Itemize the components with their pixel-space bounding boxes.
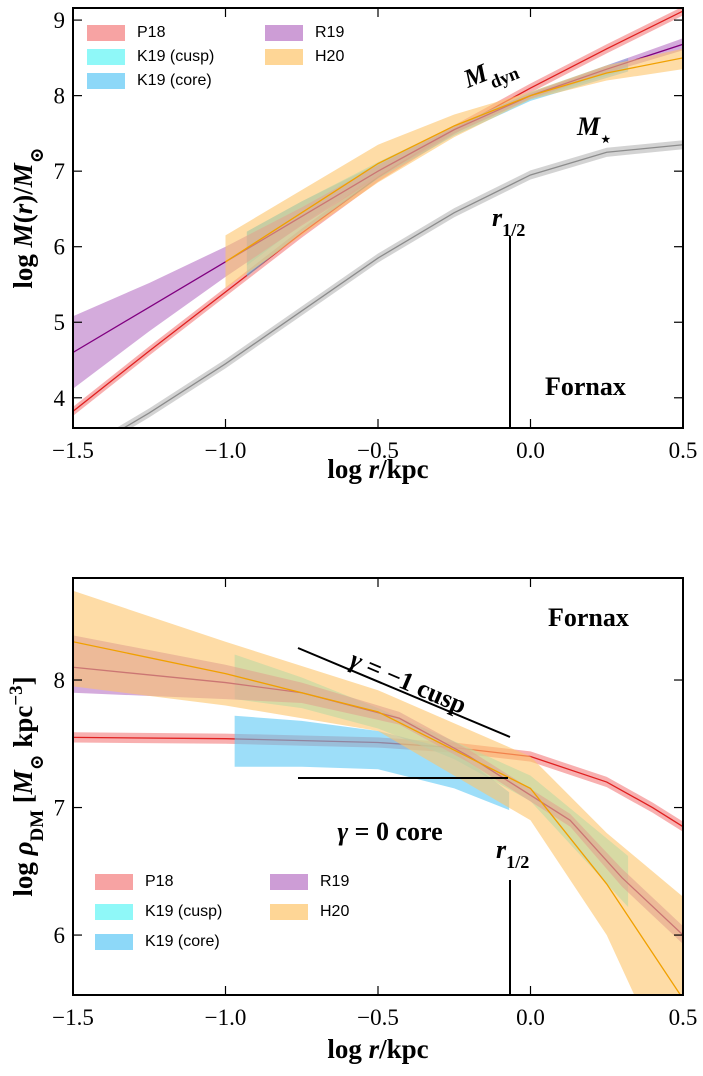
annotation: Mdyn bbox=[458, 47, 521, 101]
text-part: −3 bbox=[6, 685, 27, 705]
text-part: /kpc bbox=[378, 1034, 429, 1064]
annotation: M⋆ bbox=[576, 112, 612, 149]
x-tick-label: −1.5 bbox=[52, 438, 94, 463]
legend-swatch bbox=[95, 904, 133, 920]
y-axis-label: log M(r)/M⊙ bbox=[8, 147, 48, 288]
text-part: ] bbox=[8, 676, 38, 685]
y-tick-label: 7 bbox=[54, 159, 66, 184]
legend-label: K19 (cusp) bbox=[145, 903, 222, 920]
band bbox=[246, 59, 629, 277]
annotation: Fornax bbox=[548, 603, 629, 632]
legend-swatch bbox=[87, 73, 125, 89]
x-tick-label: −0.5 bbox=[357, 438, 399, 463]
text-part: ⊙ bbox=[27, 754, 48, 770]
x-tick-label: 0.0 bbox=[516, 1005, 545, 1030]
text-part: M bbox=[8, 162, 38, 188]
x-tick-label: 0.0 bbox=[516, 438, 545, 463]
text-part: M bbox=[8, 222, 38, 248]
text-part: 1/2 bbox=[502, 220, 525, 240]
text-part: M bbox=[8, 769, 38, 795]
plot-area bbox=[73, 8, 683, 428]
median-line bbox=[122, 144, 683, 428]
text-part: r bbox=[8, 203, 38, 214]
text-part: ⊙ bbox=[27, 147, 48, 163]
median-line bbox=[73, 641, 682, 995]
text-part: r bbox=[369, 1034, 380, 1064]
legend-label: K19 (core) bbox=[145, 933, 220, 950]
text-part: [ bbox=[8, 794, 38, 810]
annotation: γ = 0 core bbox=[337, 817, 442, 846]
y-tick-label: 9 bbox=[54, 8, 66, 33]
text-part: dyn bbox=[487, 63, 522, 93]
y-tick-label: 8 bbox=[54, 84, 66, 109]
text-part: = 0 core bbox=[348, 817, 442, 846]
x-axis-label: log r/kpc bbox=[327, 454, 428, 484]
legend-label: P18 bbox=[137, 24, 166, 41]
text-part: kpc bbox=[8, 706, 38, 755]
text-part: M bbox=[576, 112, 601, 141]
legend-swatch bbox=[265, 25, 303, 41]
text-part: γ bbox=[337, 817, 348, 846]
x-tick-label: −1.0 bbox=[205, 1005, 247, 1030]
legend-swatch bbox=[265, 49, 303, 65]
legend-swatch bbox=[87, 25, 125, 41]
text-part: Fornax bbox=[545, 372, 626, 401]
text-part: log bbox=[8, 855, 38, 896]
band bbox=[234, 715, 510, 811]
text-part: Fornax bbox=[548, 603, 629, 632]
legend-swatch bbox=[270, 904, 308, 920]
text-part: DM bbox=[27, 810, 48, 842]
annotation: r1/2 bbox=[492, 203, 525, 240]
legend-label: H20 bbox=[315, 48, 344, 65]
y-tick-label: 8 bbox=[54, 668, 66, 693]
text-part: r bbox=[369, 454, 380, 484]
text-part: ⋆ bbox=[600, 129, 611, 149]
plot-area bbox=[73, 590, 683, 995]
annotation: Fornax bbox=[545, 372, 626, 401]
y-axis-label: log ρDM [M⊙ kpc−3] bbox=[6, 676, 48, 896]
text-part: r bbox=[496, 835, 507, 864]
y-tick-label: 5 bbox=[54, 310, 66, 335]
legend-label: R19 bbox=[320, 873, 349, 890]
x-tick-label: 0.5 bbox=[669, 438, 698, 463]
legend-label: H20 bbox=[320, 903, 349, 920]
x-tick-label: −1.0 bbox=[205, 438, 247, 463]
text-part: log bbox=[8, 247, 38, 288]
legend-swatch bbox=[95, 874, 133, 890]
band bbox=[73, 590, 683, 995]
x-axis-label: log r/kpc bbox=[327, 1034, 428, 1064]
y-tick-label: 6 bbox=[54, 235, 66, 260]
band bbox=[116, 140, 683, 428]
legend-label: K19 (core) bbox=[137, 72, 212, 89]
median-line bbox=[225, 57, 683, 263]
text-part: 1/2 bbox=[506, 852, 529, 872]
legend-swatch bbox=[270, 874, 308, 890]
legend-label: P18 bbox=[145, 873, 174, 890]
text-part: log bbox=[327, 454, 368, 484]
band bbox=[73, 8, 683, 416]
text-part: /kpc bbox=[378, 454, 429, 484]
y-tick-label: 6 bbox=[54, 923, 66, 948]
legend-swatch bbox=[95, 934, 133, 950]
text-part: )/ bbox=[8, 187, 38, 204]
x-tick-label: −0.5 bbox=[357, 1005, 399, 1030]
x-tick-label: 0.5 bbox=[669, 1005, 698, 1030]
text-part: log bbox=[327, 1034, 368, 1064]
x-tick-label: −1.5 bbox=[52, 1005, 94, 1030]
reference-line bbox=[297, 647, 511, 738]
y-tick-label: 7 bbox=[54, 796, 66, 821]
y-tick-label: 4 bbox=[54, 386, 66, 411]
legend-swatch bbox=[87, 49, 125, 65]
annotation: r1/2 bbox=[496, 835, 529, 872]
band bbox=[225, 48, 683, 289]
text-part: ( bbox=[8, 214, 38, 223]
legend-label: K19 (cusp) bbox=[137, 48, 214, 65]
text-part: ρ bbox=[8, 841, 38, 856]
text-part: r bbox=[492, 203, 503, 232]
legend-label: R19 bbox=[315, 24, 344, 41]
